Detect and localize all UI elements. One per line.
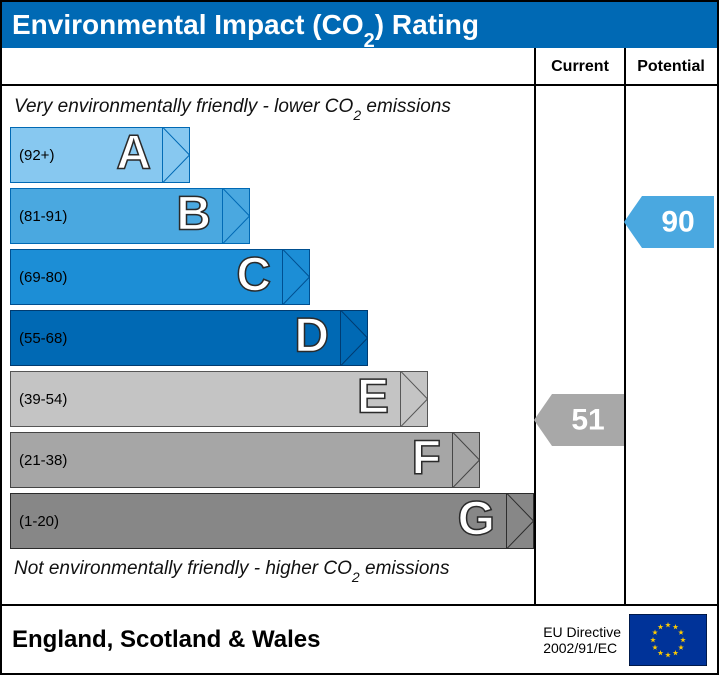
band-e: (39-54) E (10, 371, 534, 427)
pointer-shape: 90 (624, 196, 714, 248)
band-c: (69-80) C (10, 249, 534, 305)
band-letter: D (294, 308, 327, 363)
band-bar: (55-68) D (10, 310, 368, 366)
band-bar: (81-91) B (10, 188, 250, 244)
band-chevron (506, 493, 534, 549)
rating-pointer-potential: 90 (624, 196, 714, 248)
directive-line2: 2002/91/EC (543, 640, 621, 656)
bands-column: Very environmentally friendly - lower CO… (2, 86, 536, 604)
band-range: (21-38) (11, 452, 67, 469)
band-bar: (92+) A (10, 127, 190, 183)
band-range: (55-68) (11, 330, 67, 347)
footer-region: England, Scotland & Wales (12, 626, 543, 654)
column-headers: Current Potential (2, 48, 717, 86)
eu-flag-icon (629, 614, 707, 666)
band-range: (39-54) (11, 391, 67, 408)
band-chevron (162, 127, 190, 183)
header-spacer (2, 48, 536, 84)
directive-line1: EU Directive (543, 624, 621, 640)
caption-bot-post: emissions (360, 558, 450, 579)
title-bar: Environmental Impact (CO2) Rating (2, 2, 717, 48)
band-bar: (21-38) F (10, 432, 480, 488)
band-letter: A (116, 125, 149, 180)
potential-header: Potential (626, 48, 716, 84)
pointer-value: 90 (661, 206, 694, 239)
band-chevron (282, 249, 310, 305)
pointer-shape: 51 (534, 394, 624, 446)
band-f: (21-38) F (10, 432, 534, 488)
band-range: (1-20) (11, 513, 59, 530)
chart-area: Very environmentally friendly - lower CO… (2, 86, 717, 604)
band-letter: E (357, 369, 387, 424)
current-header: Current (536, 48, 626, 84)
band-g: (1-20) G (10, 493, 534, 549)
band-letter: C (236, 247, 269, 302)
pointer-value: 51 (571, 404, 604, 437)
band-bar: (1-20) G (10, 493, 534, 549)
band-chevron (340, 310, 368, 366)
band-bar: (69-80) C (10, 249, 310, 305)
band-range: (69-80) (11, 269, 67, 286)
eir-chart: Environmental Impact (CO2) Rating Curren… (0, 0, 719, 675)
band-range: (92+) (11, 147, 54, 164)
title-pre: Environmental Impact (CO (12, 9, 364, 40)
caption-top-post: emissions (361, 96, 451, 117)
caption-bottom: Not environmentally friendly - higher CO… (2, 554, 534, 584)
title-sub: 2 (364, 30, 375, 52)
band-chevron (452, 432, 480, 488)
band-chevron (400, 371, 428, 427)
band-a: (92+) A (10, 127, 534, 183)
band-range: (81-91) (11, 208, 67, 225)
caption-top-pre: Very environmentally friendly - lower CO (14, 96, 353, 117)
bands-list: (92+) A (81-91) B (69-80) C (55-68) D (39-54) E (2… (2, 127, 534, 549)
footer-directive: EU Directive 2002/91/EC (543, 624, 621, 656)
caption-bot-sub: 2 (352, 569, 360, 585)
band-b: (81-91) B (10, 188, 534, 244)
current-column: 51 (536, 86, 626, 604)
band-letter: B (176, 186, 209, 241)
title-post: ) Rating (375, 9, 479, 40)
band-chevron (222, 188, 250, 244)
band-d: (55-68) D (10, 310, 534, 366)
rating-pointer-current: 51 (534, 394, 624, 446)
footer: England, Scotland & Wales EU Directive 2… (2, 604, 717, 673)
potential-column: 90 (626, 86, 716, 604)
band-letter: F (412, 430, 439, 485)
band-letter: G (458, 491, 493, 546)
band-bar: (39-54) E (10, 371, 428, 427)
caption-top-sub: 2 (353, 107, 361, 123)
caption-bot-pre: Not environmentally friendly - higher CO (14, 558, 352, 579)
caption-top: Very environmentally friendly - lower CO… (2, 92, 534, 122)
